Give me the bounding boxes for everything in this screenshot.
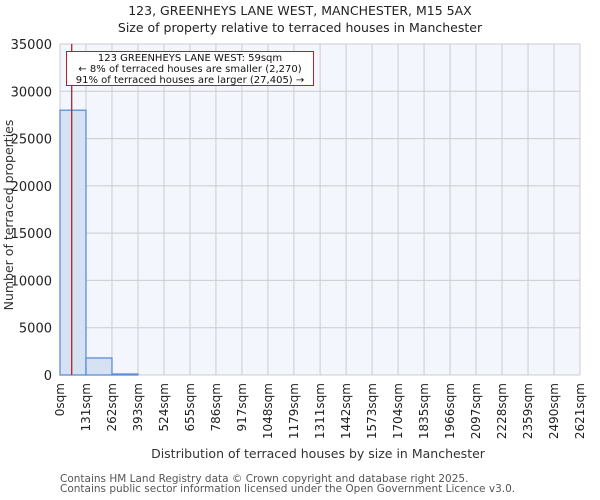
y-tick-label: 15000 — [11, 227, 52, 242]
x-tick-label: 131sqm — [79, 383, 93, 431]
x-tick-label: 1442sqm — [339, 383, 353, 439]
x-tick-label: 0sqm — [53, 383, 67, 416]
annotation-line-larger: 91% of terraced houses are larger (27,40… — [75, 75, 305, 86]
x-tick-label: 2097sqm — [469, 383, 483, 439]
bars — [59, 109, 139, 376]
x-axis-label: Distribution of terraced houses by size … — [151, 446, 486, 461]
y-tick-label: 20000 — [11, 180, 52, 195]
histogram-bar — [85, 357, 113, 376]
x-tick-label: 1966sqm — [443, 383, 457, 439]
grid-lines — [59, 43, 581, 376]
x-tick-label: 786sqm — [209, 383, 223, 431]
x-tick-label: 2228sqm — [495, 383, 509, 439]
x-tick-label: 393sqm — [131, 383, 145, 431]
x-tick-label: 2621sqm — [573, 383, 587, 439]
x-tick-label: 1048sqm — [261, 383, 275, 439]
x-tick-label: 1704sqm — [391, 383, 405, 439]
x-tick-label: 2359sqm — [521, 383, 535, 439]
y-tick-label: 0 — [44, 369, 52, 384]
y-tick-label: 30000 — [11, 85, 52, 100]
x-tick-label: 655sqm — [183, 383, 197, 431]
y-axis-label: Number of terraced properties — [1, 120, 16, 311]
chart-title: 123, GREENHEYS LANE WEST, MANCHESTER, M1… — [128, 3, 472, 18]
y-tick-label: 5000 — [19, 322, 52, 337]
x-tick-label: 1311sqm — [313, 383, 327, 439]
chart-subtitle: Size of property relative to terraced ho… — [117, 20, 483, 35]
histogram-bar — [59, 109, 87, 376]
x-tick-label: 524sqm — [157, 383, 171, 431]
x-tick-label: 917sqm — [235, 383, 249, 431]
y-tick-label: 10000 — [11, 274, 52, 289]
y-axis-ticks: 0 5000 10000 15000 20000 25000 30000 35000 — [11, 38, 52, 384]
x-tick-label: 1179sqm — [287, 383, 301, 439]
x-tick-label: 2490sqm — [547, 383, 561, 439]
annotation-line-smaller: ← 8% of terraced houses are smaller (2,2… — [78, 64, 302, 75]
histogram-bar — [111, 373, 139, 376]
x-axis-ticks: 0sqm 131sqm 262sqm 393sqm 524sqm 655sqm 786sqm… — [53, 383, 587, 439]
x-tick-label: 262sqm — [105, 383, 119, 431]
footer-copyright: Contains HM Land Registry data © Crown c… — [60, 473, 469, 485]
footer-licence: Contains public sector information licen… — [60, 483, 516, 495]
x-tick-label: 1573sqm — [365, 383, 379, 439]
annotation-line-property: 123 GREENHEYS LANE WEST: 59sqm — [97, 53, 283, 64]
property-annotation-box: 123 GREENHEYS LANE WEST: 59sqm ← 8% of t… — [66, 51, 314, 86]
y-tick-label: 25000 — [11, 133, 52, 148]
x-tick-label: 1835sqm — [417, 383, 431, 439]
y-tick-label: 35000 — [11, 38, 52, 53]
